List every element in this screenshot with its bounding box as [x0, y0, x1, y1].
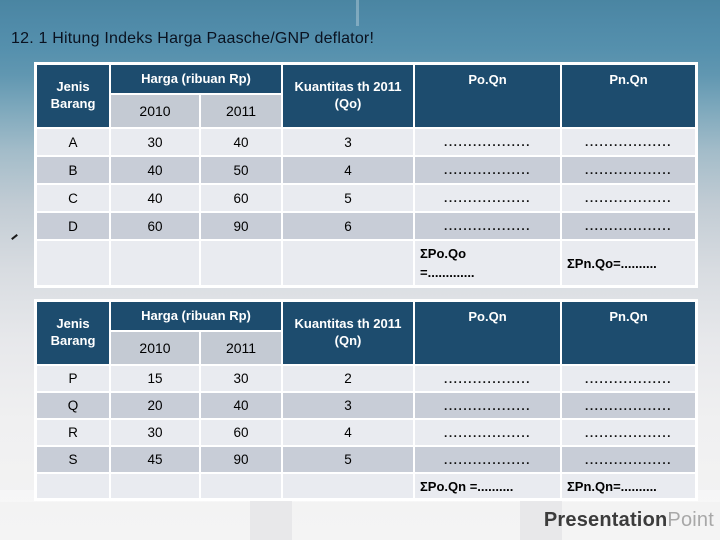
cell-price-2011: 30	[201, 366, 281, 391]
background-bridge-pillar	[520, 500, 562, 540]
cell-pn-qn-blank: ..................	[562, 185, 695, 211]
cell-po-qn-blank: ..................	[415, 185, 560, 211]
cell-price-2010: 40	[111, 157, 199, 183]
cell-quantity: 5	[283, 447, 413, 472]
cell-item: R	[37, 420, 109, 445]
cell-item: B	[37, 157, 109, 183]
col-header-pn-qn: Pn.Qn	[562, 65, 695, 127]
cell-po-qn-blank: ..................	[415, 157, 560, 183]
subheader-2010: 2010	[111, 332, 199, 364]
cell-pn-qn-blank: ..................	[562, 420, 695, 445]
empty-cell	[37, 241, 109, 285]
sum-pn-qn: ΣPn.Qn=..........	[562, 474, 695, 498]
cell-price-2010: 15	[111, 366, 199, 391]
col-header-jenis-barang: Jenis Barang	[37, 302, 109, 364]
cell-item: P	[37, 366, 109, 391]
cell-price-2010: 45	[111, 447, 199, 472]
subheader-2010: 2010	[111, 95, 199, 127]
table-paasche-qo: Jenis Barang Harga (ribuan Rp) Kuantitas…	[34, 62, 698, 288]
cell-price-2010: 30	[111, 129, 199, 155]
empty-cell	[111, 241, 199, 285]
cell-quantity: 3	[283, 393, 413, 418]
background-bridge-pillar	[250, 500, 292, 540]
cell-price-2011: 90	[201, 213, 281, 239]
cell-price-2011: 60	[201, 420, 281, 445]
sum-po-qo: ΣPo.Qo =.............	[415, 241, 560, 285]
cell-po-qn-blank: ..................	[415, 213, 560, 239]
slide-title: 12. 1 Hitung Indeks Harga Paasche/GNP de…	[11, 30, 375, 47]
subheader-2011: 2011	[201, 332, 281, 364]
cell-pn-qn-blank: ..................	[562, 366, 695, 391]
cell-item: D	[37, 213, 109, 239]
stray-tick-mark	[11, 234, 18, 240]
cell-po-qn-blank: ..................	[415, 447, 560, 472]
cell-price-2010: 40	[111, 185, 199, 211]
cell-quantity: 4	[283, 420, 413, 445]
watermark-text-bold: Presentation	[543, 509, 668, 531]
cell-pn-qn-blank: ..................	[562, 393, 695, 418]
empty-cell	[201, 241, 281, 285]
cell-price-2011: 60	[201, 185, 281, 211]
cell-price-2011: 50	[201, 157, 281, 183]
empty-cell	[283, 241, 413, 285]
sum-pn-qo: ΣPn.Qo=..........	[562, 241, 695, 285]
subheader-2011: 2011	[201, 95, 281, 127]
col-header-kuantitas: Kuantitas th 2011 (Qn)	[283, 302, 413, 364]
cell-price-2011: 40	[201, 129, 281, 155]
cell-po-qn-blank: ..................	[415, 420, 560, 445]
cell-po-qn-blank: ..................	[415, 129, 560, 155]
cell-pn-qn-blank: ..................	[562, 129, 695, 155]
sum-po-qn: ΣPo.Qn =..........	[415, 474, 560, 498]
cell-item: S	[37, 447, 109, 472]
col-header-po-qn: Po.Qn	[415, 302, 560, 364]
cell-price-2011: 40	[201, 393, 281, 418]
table-paasche-qn: Jenis Barang Harga (ribuan Rp) Kuantitas…	[34, 299, 698, 501]
col-header-po-qn: Po.Qn	[415, 65, 560, 127]
col-header-harga: Harga (ribuan Rp)	[111, 302, 281, 330]
cell-quantity: 5	[283, 185, 413, 211]
empty-cell	[111, 474, 199, 498]
cell-po-qn-blank: ..................	[415, 393, 560, 418]
cell-price-2011: 90	[201, 447, 281, 472]
col-header-jenis-barang: Jenis Barang	[37, 65, 109, 127]
empty-cell	[37, 474, 109, 498]
cell-pn-qn-blank: ..................	[562, 447, 695, 472]
col-header-pn-qn: Pn.Qn	[562, 302, 695, 364]
top-decor-line	[356, 0, 359, 26]
cell-item: C	[37, 185, 109, 211]
cell-quantity: 2	[283, 366, 413, 391]
empty-cell	[283, 474, 413, 498]
cell-quantity: 3	[283, 129, 413, 155]
presentationpoint-watermark: PresentationPoint	[544, 509, 714, 532]
cell-quantity: 4	[283, 157, 413, 183]
col-header-kuantitas: Kuantitas th 2011 (Qo)	[283, 65, 413, 127]
cell-item: Q	[37, 393, 109, 418]
cell-pn-qn-blank: ..................	[562, 213, 695, 239]
cell-pn-qn-blank: ..................	[562, 157, 695, 183]
cell-price-2010: 60	[111, 213, 199, 239]
cell-price-2010: 20	[111, 393, 199, 418]
cell-price-2010: 30	[111, 420, 199, 445]
cell-po-qn-blank: ..................	[415, 366, 560, 391]
col-header-harga: Harga (ribuan Rp)	[111, 65, 281, 93]
cell-quantity: 6	[283, 213, 413, 239]
empty-cell	[201, 474, 281, 498]
watermark-text-light: Point	[667, 509, 714, 531]
cell-item: A	[37, 129, 109, 155]
